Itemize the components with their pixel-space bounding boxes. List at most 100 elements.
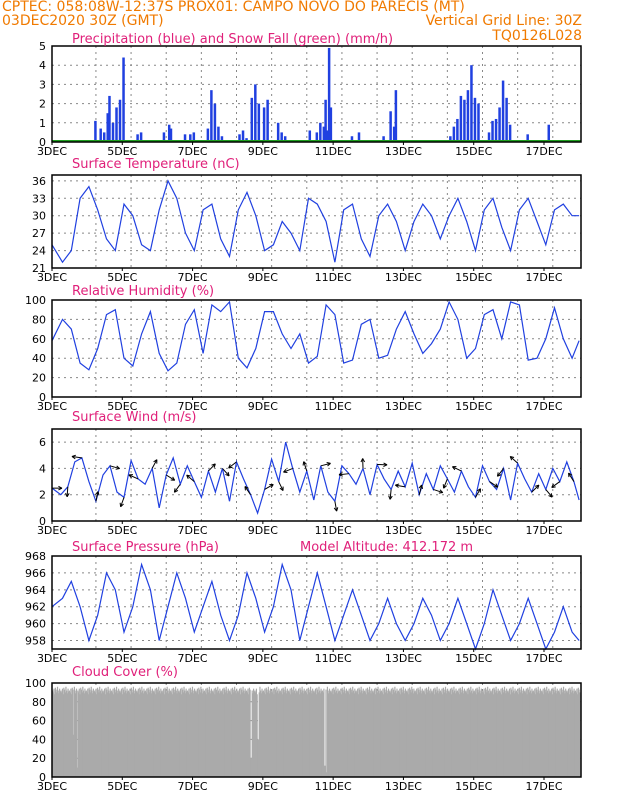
precip-bar: [111, 122, 115, 142]
cloud-bar: [157, 692, 159, 777]
panel-frame: [51, 299, 582, 398]
cloud-bar: [139, 687, 141, 777]
cloud-bar: [125, 690, 127, 777]
cloud-bar: [271, 690, 273, 777]
cloud-bar: [285, 690, 287, 777]
cloud-bar: [222, 694, 224, 777]
y-tick-label: 27: [32, 227, 46, 240]
cloud-bar: [122, 687, 124, 777]
cloud-bar: [224, 689, 226, 777]
model-altitude-label: Model Altitude: 412.172 m: [300, 540, 473, 555]
cloud-bar: [486, 692, 488, 777]
cloud-bar: [560, 694, 562, 777]
y-tick-label: 20: [32, 372, 46, 385]
cloud-bar: [435, 689, 437, 777]
cloud-bar: [247, 688, 249, 777]
cloud-bar: [230, 688, 232, 777]
wind-arrow-head: [388, 495, 393, 500]
precip-bar: [94, 120, 97, 142]
cloud-bar: [414, 690, 416, 777]
wind-arrow-head: [496, 472, 502, 477]
cloud-bar: [524, 690, 526, 777]
cloud-bar: [130, 687, 132, 777]
cloud-bar: [490, 690, 492, 777]
cloud-bar: [578, 689, 580, 777]
cloud-bar: [361, 693, 364, 777]
cloud-bar: [439, 690, 442, 777]
wind-arrow-head: [548, 493, 553, 498]
cloud-bar: [236, 691, 239, 777]
cloud-bar: [192, 690, 194, 777]
y-tick-label: 2: [39, 98, 46, 111]
wind-arrow: [568, 472, 575, 482]
cloud-bar: [77, 690, 79, 777]
cloud-bar: [399, 688, 401, 777]
cloud-bar: [281, 694, 284, 777]
cloud-bar: [479, 690, 481, 777]
cloud-bar: [442, 687, 444, 777]
cloud-bar: [89, 689, 91, 777]
x-tick-label: 11DEC: [315, 400, 352, 413]
cloud-bar: [278, 688, 280, 777]
cloud-bar: [93, 691, 95, 777]
cloud-bar: [434, 687, 436, 777]
cloud-bar: [477, 692, 480, 777]
wind-arrow: [452, 466, 462, 472]
cloud-bar: [509, 694, 511, 777]
cloud-bar: [297, 692, 299, 777]
y-tick-label: 958: [25, 635, 46, 648]
cloud-bar: [274, 687, 276, 777]
cloud-bar: [243, 690, 245, 777]
cloud-bar: [81, 692, 83, 777]
precip-bar: [308, 130, 312, 142]
wind-arrow-head: [493, 483, 499, 488]
precip-bar: [327, 47, 331, 142]
cloud-bar: [466, 688, 468, 777]
cloud-bar: [342, 692, 345, 777]
cloud-bar: [59, 691, 61, 777]
cloud-bar: [132, 686, 135, 777]
cloud-bar: [272, 688, 274, 777]
cloud-bar: [156, 689, 158, 777]
cloud-bar: [137, 688, 139, 777]
cloud-bar: [370, 693, 372, 777]
cloud-bar: [411, 686, 413, 777]
cloud-bar: [286, 693, 288, 777]
cloud-bar: [359, 689, 361, 777]
x-tick-label: 13DEC: [385, 271, 422, 284]
cloud-bar: [418, 692, 421, 777]
cloud-bar: [480, 688, 482, 777]
x-tick-label: 7DEC: [178, 780, 208, 793]
cloud-bar: [372, 690, 374, 777]
cloud-bar: [499, 692, 501, 777]
cloud-bar: [237, 690, 239, 777]
precip-bar: [192, 132, 196, 142]
cloud-bar: [265, 687, 267, 777]
cloud-bar: [397, 691, 399, 777]
panel-0: [51, 45, 582, 145]
cloud-bar: [222, 688, 224, 777]
wind-arrow: [165, 474, 175, 481]
cloud-bar: [153, 692, 156, 777]
panel-title: Precipitation (blue) and Snow Fall (gree…: [72, 32, 393, 47]
x-tick-label: 11DEC: [315, 145, 352, 158]
cloud-bar: [351, 692, 353, 777]
cloud-bar: [182, 689, 184, 777]
cloud-bar: [447, 688, 449, 777]
cloud-bar: [357, 694, 359, 777]
y-tick-label: 0: [39, 515, 46, 528]
cloud-bar: [545, 692, 547, 777]
cloud-bar: [539, 693, 541, 777]
cloud-bar: [505, 693, 507, 777]
cloud-bar: [281, 688, 283, 777]
cloud-bar: [84, 688, 86, 777]
x-tick-label: 13DEC: [385, 145, 422, 158]
y-tick-label: 966: [25, 567, 46, 580]
header-station: CPTEC: 058:08W-12:37S PROX01: CAMPO NOVO…: [2, 0, 465, 15]
x-tick-label: 5DEC: [107, 652, 137, 665]
cloud-bar: [561, 689, 563, 777]
y-tick-label: 30: [32, 210, 46, 223]
cloud-bar: [253, 691, 255, 777]
cloud-bar: [80, 689, 83, 777]
precip-bar: [189, 134, 192, 142]
